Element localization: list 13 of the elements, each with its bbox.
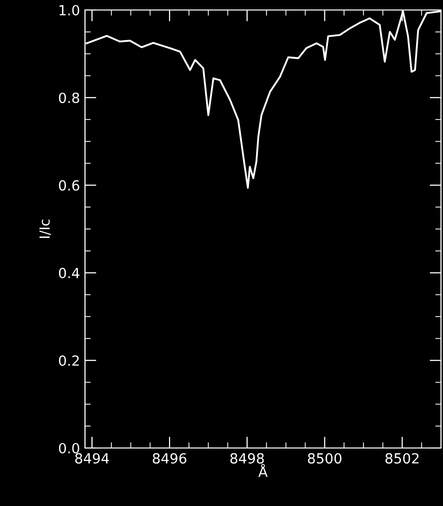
- y-tick-label: 1.0: [60, 4, 80, 16]
- x-tick-label: 8494: [75, 453, 109, 464]
- y-axis-title: I/Ic: [39, 220, 51, 238]
- x-tick-label: 8498: [230, 453, 264, 464]
- y-tick-label: 0.4: [58, 268, 80, 278]
- y-tick-label: 0.8: [58, 92, 80, 104]
- y-tick-label: 0.2: [58, 355, 79, 366]
- y-tick-label: 0.0: [58, 442, 80, 454]
- x-tick-label: 8502: [385, 453, 418, 464]
- x-tick-label: 8496: [152, 453, 186, 464]
- y-tick-label: 0.6: [58, 180, 80, 191]
- x-axis-title: Å: [258, 464, 268, 477]
- x-tick-label: 8500: [308, 453, 342, 464]
